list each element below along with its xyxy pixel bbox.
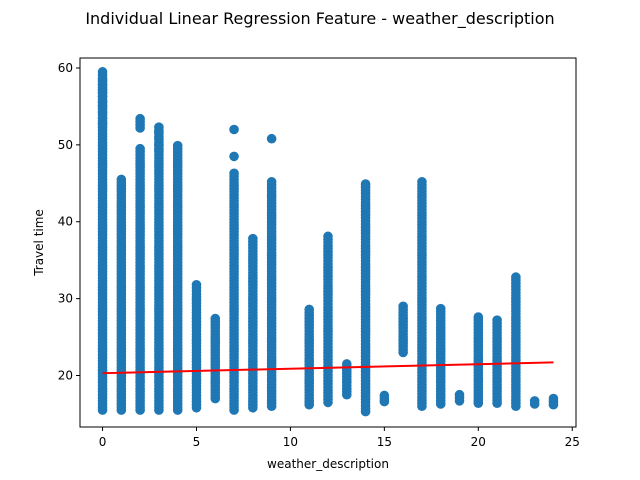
point-column [379,390,390,407]
data-point [323,231,333,242]
data-point [304,304,315,315]
x-tick-label: 5 [193,435,201,449]
point-column [116,174,127,415]
x-tick-label: 0 [99,435,107,449]
data-point [229,151,239,162]
point-column [323,231,333,408]
data-point [154,133,164,143]
point-column [548,393,559,410]
data-point [210,313,221,324]
y-axis-label: Travel time [32,209,46,277]
y-tick-label: 50 [58,138,73,152]
chart-title: Individual Linear Regression Feature - w… [85,9,554,29]
axes-frame [79,57,577,428]
data-point [135,143,145,154]
point-column [135,113,145,415]
point-column [417,176,427,412]
x-axis-ticks: 0 5 10 15 20 25 [99,427,580,449]
x-tick-label: 15 [377,435,392,449]
data-point [454,389,465,400]
data-point [154,145,164,156]
data-point [172,140,183,151]
point-column [529,396,540,409]
data-point [135,123,145,133]
data-point [229,124,239,135]
point-column [454,389,465,406]
data-point [97,67,108,77]
data-point [473,312,484,322]
data-point [398,301,408,312]
regression-line-group [102,361,554,375]
data-point [492,315,502,325]
data-point [116,174,127,185]
x-axis-label: weather_description [267,457,389,471]
point-column [229,124,239,415]
regression-line [102,361,554,375]
point-column [341,359,352,400]
plot-area [97,67,559,417]
point-column [398,301,408,358]
data-point [548,393,559,404]
point-column [304,304,315,410]
data-points [97,67,559,417]
data-point [529,396,540,406]
y-tick-label: 20 [58,368,73,382]
data-point [511,272,521,282]
data-point [435,303,446,314]
x-tick-label: 25 [565,435,580,449]
point-column [360,179,371,417]
data-point [360,179,371,189]
point-column [511,272,521,412]
data-point [97,118,108,129]
x-tick-label: 20 [471,435,486,449]
point-column [266,133,277,412]
y-tick-label: 30 [58,292,73,306]
data-point [266,176,277,187]
x-tick-label: 10 [283,435,298,449]
point-column [248,233,258,413]
point-column [473,312,484,408]
data-point [229,168,239,179]
point-column [97,67,108,415]
data-point [266,133,277,144]
point-column [172,140,183,415]
data-point [379,390,390,401]
point-column [154,122,164,415]
y-tick-label: 40 [58,215,73,229]
point-column [191,279,202,413]
point-column [210,313,221,404]
y-tick-label: 60 [58,61,73,75]
point-column [492,315,502,408]
point-column [435,303,446,409]
data-point [248,233,258,244]
y-axis-ticks: 20 30 40 50 60 [58,61,80,382]
data-point [417,176,427,187]
data-point [191,279,202,290]
